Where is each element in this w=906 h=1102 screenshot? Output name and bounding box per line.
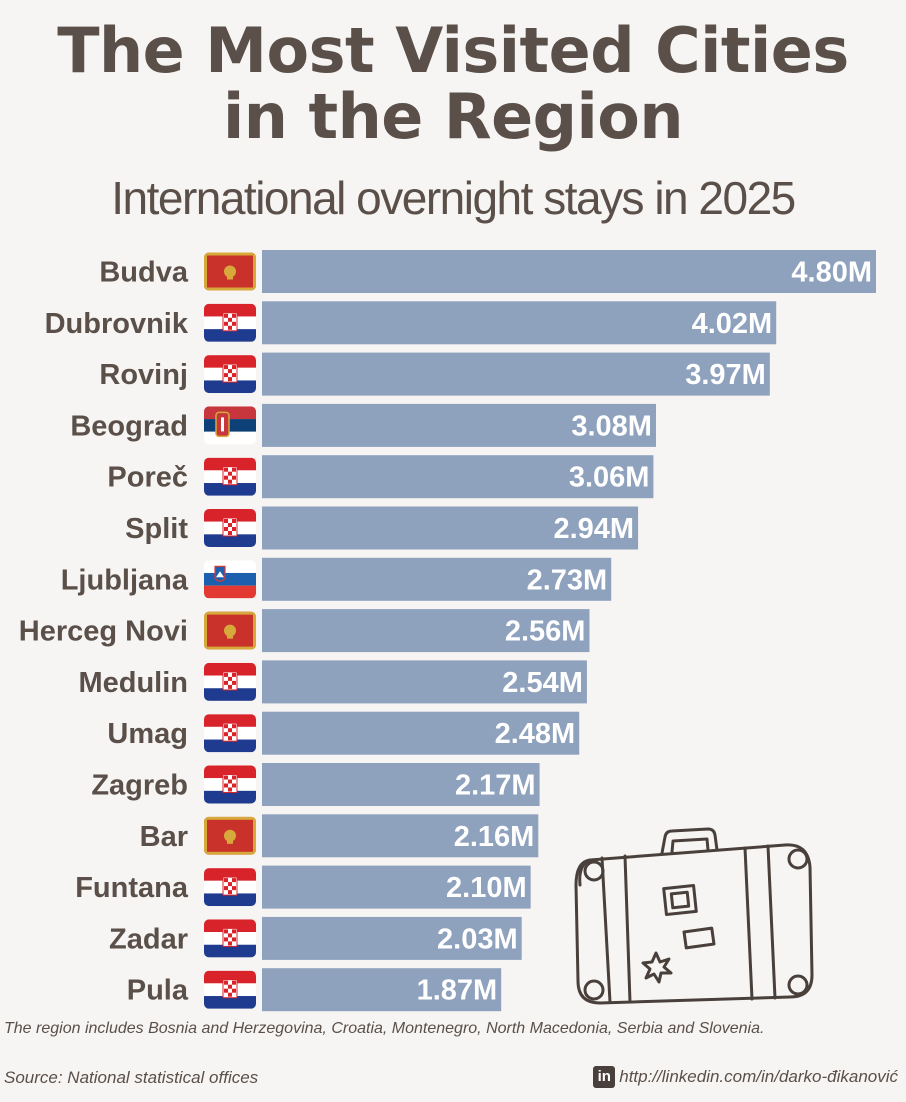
bar-row: Budva 4.80M (99, 250, 876, 293)
city-label: Pula (127, 975, 189, 1007)
croatia-flag-icon (204, 868, 256, 907)
bar (262, 250, 876, 293)
value-label: 2.16M (454, 821, 535, 853)
slovenia-flag-icon (204, 560, 256, 599)
bar-row: Dubrovnik 4.02M (45, 301, 777, 345)
bar-row: Umag 2.48M (107, 711, 580, 755)
city-label: Herceg Novi (19, 616, 188, 648)
title-line-1: The Most Visited Cities (57, 14, 849, 87)
bar-row: Funtana 2.10M (75, 865, 531, 909)
bar (262, 968, 502, 1012)
value-label: 4.80M (791, 257, 872, 289)
city-label: Zagreb (91, 770, 188, 802)
serbia-flag-icon (204, 406, 256, 445)
bar-row: Rovinj 3.97M (99, 352, 770, 396)
montenegro-flag-icon (204, 816, 256, 855)
city-label: Bar (140, 821, 188, 853)
bar-chart: Budva 4.80M Dubrovnik 4.02M Rovinj 3.97M Beogr… (19, 250, 876, 1012)
value-label: 3.06M (569, 462, 650, 494)
bar-row: Poreč 3.06M (107, 455, 654, 499)
bar (262, 609, 590, 653)
linkedin-credit[interactable]: in http://linkedin.com/in/darko-đikanovi… (593, 1066, 898, 1088)
city-label: Poreč (107, 462, 188, 494)
source-text: Source: National statistical offices (4, 1068, 259, 1087)
bar-row: Split 2.94M (125, 506, 639, 550)
montenegro-flag-icon (204, 252, 256, 291)
city-label: Umag (107, 718, 188, 750)
bar (262, 403, 656, 447)
bar-row: Herceg Novi 2.56M (19, 609, 590, 653)
city-label: Medulin (78, 667, 188, 699)
bar (262, 455, 654, 499)
city-label: Split (125, 513, 188, 545)
value-label: 1.87M (417, 975, 498, 1007)
bar (262, 763, 540, 806)
value-label: 2.03M (437, 923, 518, 955)
suitcase-icon (574, 827, 814, 1005)
value-label: 2.73M (527, 564, 608, 596)
value-label: 2.54M (502, 667, 583, 699)
linkedin-icon: in (593, 1066, 616, 1088)
bar-row: Zagreb 2.17M (91, 763, 540, 806)
chart-title: The Most Visited Cities in the Region (0, 18, 906, 150)
value-label: 2.48M (495, 718, 576, 750)
value-label: 2.17M (455, 770, 536, 802)
bar-row: Ljubljana 2.73M (61, 557, 612, 601)
region-note: The region includes Bosnia and Herzegovi… (4, 1020, 765, 1037)
croatia-flag-icon (204, 714, 256, 753)
bar (262, 814, 539, 858)
bar-row: Medulin 2.54M (78, 660, 587, 704)
croatia-flag-icon (204, 457, 256, 496)
bar (262, 660, 587, 704)
chart-subtitle: International overnight stays in 2025 (111, 172, 796, 224)
bar-row: Zadar 2.03M (109, 916, 522, 960)
montenegro-flag-icon (204, 611, 256, 650)
city-label: Dubrovnik (45, 308, 189, 340)
bar (262, 301, 777, 345)
croatia-flag-icon (204, 662, 256, 701)
bar (262, 352, 770, 396)
city-label: Ljubljana (61, 564, 189, 596)
bar (262, 916, 522, 960)
city-label: Rovinj (99, 359, 188, 391)
value-label: 4.02M (692, 308, 773, 340)
bar (262, 557, 612, 601)
value-label: 2.56M (505, 616, 586, 648)
croatia-flag-icon (204, 355, 256, 394)
value-label: 3.08M (571, 410, 652, 442)
bar (262, 506, 639, 550)
bar (262, 865, 531, 909)
croatia-flag-icon (204, 919, 256, 958)
bar-row: Bar 2.16M (140, 814, 539, 858)
linkedin-url[interactable]: http://linkedin.com/in/darko-đikanović (619, 1067, 898, 1086)
value-label: 3.97M (685, 359, 766, 391)
city-label: Beograd (70, 410, 188, 442)
value-label: 2.10M (446, 872, 527, 904)
croatia-flag-icon (204, 970, 256, 1009)
bar (262, 711, 580, 755)
croatia-flag-icon (204, 509, 256, 547)
croatia-flag-icon (204, 765, 256, 804)
bar-row: Pula 1.87M (127, 968, 502, 1012)
city-label: Zadar (109, 923, 188, 955)
title-line-2: in the Region (222, 80, 684, 153)
city-label: Budva (99, 257, 189, 289)
city-label: Funtana (75, 872, 189, 904)
croatia-flag-icon (204, 303, 256, 342)
value-label: 2.94M (553, 513, 634, 545)
bar-row: Beograd 3.08M (70, 403, 656, 447)
